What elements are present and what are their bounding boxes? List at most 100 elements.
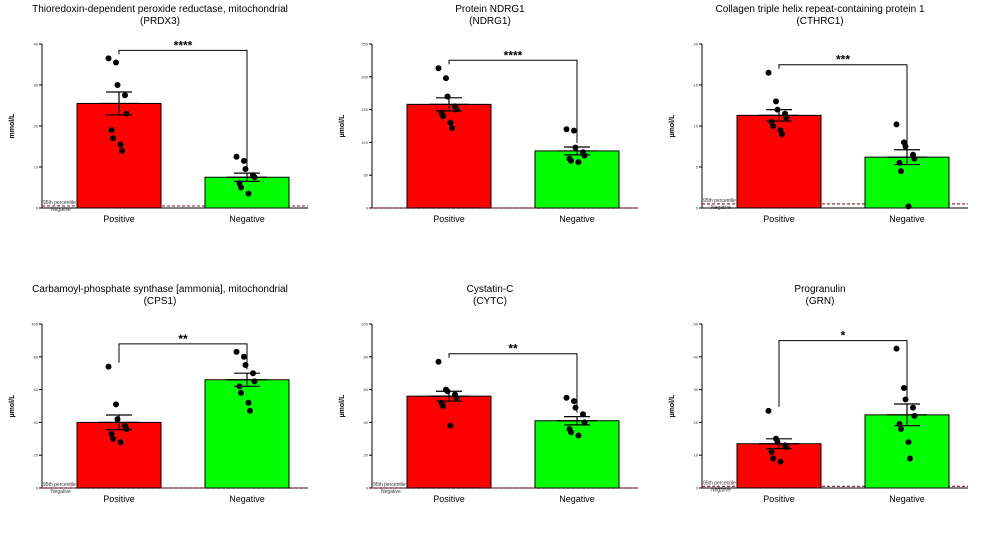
y-axis-label: µmol/L	[339, 114, 346, 137]
data-point	[114, 416, 121, 423]
data-point	[572, 144, 579, 151]
y-tick-label: 20	[34, 453, 39, 458]
chart-panel: Progranulin (GRN) 0 10 20 30 40 50 µmol/L 95th pe…	[660, 284, 980, 534]
data-point	[572, 404, 579, 411]
data-point	[435, 65, 442, 72]
data-point	[905, 203, 912, 210]
bar	[534, 420, 620, 489]
data-point	[242, 166, 249, 173]
y-tick-label: 100	[361, 322, 368, 327]
x-category-label: Positive	[103, 494, 135, 504]
chart-title-main: Cystatin-C	[466, 284, 514, 295]
data-point	[773, 98, 779, 105]
y-tick-label: 40	[364, 420, 369, 425]
chart-panel: Cystatin-C (CYTC) 0 20 40 60 80 100 µmol/L 95th p…	[330, 284, 650, 534]
data-point	[563, 394, 570, 401]
y-axis-label: µmol/L	[339, 394, 346, 417]
y-tick-label: 0	[696, 206, 699, 211]
y-tick-label: 10	[694, 453, 699, 458]
chart-panel: Collagen triple helix repeat-containing …	[660, 4, 980, 254]
chart-title-main: Collagen triple helix repeat-containing …	[715, 4, 925, 15]
data-point	[768, 448, 775, 455]
data-point	[110, 435, 116, 442]
chart-title-sub: (GRN)	[805, 296, 835, 307]
chart-title-sub: (PRDX3)	[139, 16, 180, 27]
threshold-label: 95th percentile	[373, 482, 406, 488]
bar	[406, 103, 492, 209]
y-tick-label: 30	[694, 387, 699, 392]
data-point	[765, 69, 772, 76]
x-category-label: Negative	[229, 494, 265, 504]
data-point	[247, 407, 253, 414]
data-point	[444, 388, 451, 395]
data-point	[110, 135, 116, 142]
chart-title-sub: (CYTC)	[473, 296, 507, 307]
data-point	[571, 398, 577, 405]
x-category-label: Negative	[889, 214, 925, 224]
bar	[76, 421, 162, 489]
chart-title: Protein NDRG1 (NDRG1)	[330, 4, 650, 28]
y-tick-label: 20	[34, 124, 39, 129]
chart-title-main: Thioredoxin-dependent peroxide reductase…	[32, 4, 288, 15]
data-point	[777, 458, 784, 465]
data-point	[251, 174, 258, 181]
significance-bracket	[778, 64, 908, 146]
y-tick-label: 10	[694, 124, 699, 129]
chart-title-main: Protein NDRG1	[455, 4, 525, 15]
data-point	[898, 425, 904, 432]
bar	[204, 379, 290, 489]
chart-title-sub: (CPS1)	[143, 296, 177, 307]
significance-label: **	[508, 342, 518, 356]
data-point	[245, 190, 252, 197]
threshold-label: 95th percentile	[43, 482, 76, 488]
y-tick-label: 50	[364, 173, 369, 178]
data-point	[907, 455, 913, 462]
x-category-label: Positive	[103, 214, 135, 224]
chart-title: Collagen triple helix repeat-containing …	[660, 4, 980, 28]
data-point	[770, 123, 776, 129]
y-tick-label: 60	[364, 387, 369, 392]
data-point	[250, 370, 256, 377]
chart-panel: Carbamoyl-phosphate synthase [ammonia], …	[0, 284, 320, 534]
y-tick-label: 80	[364, 354, 369, 359]
data-point	[449, 124, 455, 131]
data-point	[902, 143, 909, 150]
chart-title: Progranulin (GRN)	[660, 284, 980, 308]
data-point	[898, 168, 904, 175]
y-tick-label: 100	[361, 140, 368, 145]
bar	[864, 414, 950, 489]
y-axis-label: µmol/L	[9, 394, 16, 417]
y-tick-label: 0	[36, 486, 39, 491]
significance-bracket	[118, 49, 248, 170]
x-category-label: Negative	[889, 494, 925, 504]
data-point	[568, 429, 574, 436]
chart-title-main: Progranulin	[794, 284, 846, 295]
threshold-label: 95th percentile	[703, 480, 736, 486]
data-point	[245, 399, 252, 406]
data-point	[236, 383, 243, 390]
y-tick-label: 40	[34, 420, 39, 425]
y-tick-label: 100	[31, 322, 38, 327]
data-point	[114, 82, 121, 88]
threshold-label: 95th percentile	[43, 200, 76, 206]
data-point	[241, 157, 247, 164]
data-point	[783, 114, 790, 121]
y-axis-label: µmol/L	[669, 394, 676, 417]
chart-title: Thioredoxin-dependent peroxide reductase…	[0, 4, 320, 28]
data-point	[770, 455, 776, 462]
chart-title-main: Carbamoyl-phosphate synthase [ammonia], …	[32, 284, 288, 295]
data-point	[896, 159, 903, 166]
significance-bracket	[448, 353, 578, 413]
data-point	[241, 353, 247, 360]
y-tick-label: 5	[696, 165, 699, 170]
data-point	[242, 362, 249, 368]
significance-bracket	[448, 59, 578, 143]
data-point	[575, 432, 582, 439]
y-tick-label: 20	[694, 42, 699, 47]
data-point	[893, 121, 900, 128]
data-point	[105, 363, 112, 370]
x-category-label: Positive	[763, 494, 795, 504]
